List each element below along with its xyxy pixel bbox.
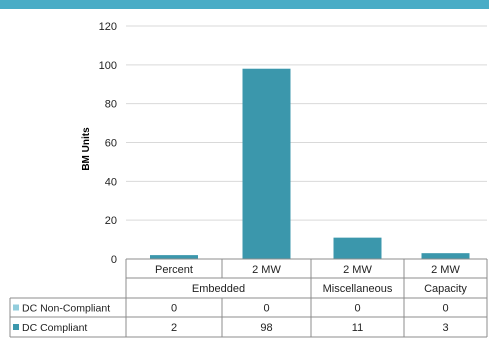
header-bar: [0, 0, 489, 9]
x-tick-label: 2 MW: [252, 264, 281, 276]
legend-label: DC Non-Compliant: [22, 303, 110, 315]
y-axis-ticks: 0 20 40 60 80 100 120: [99, 21, 117, 266]
group-label: Capacity: [424, 283, 467, 295]
bar: [421, 253, 470, 259]
bar: [150, 255, 198, 259]
x-tick-label: Percent: [155, 264, 193, 276]
legend-swatch: [13, 324, 19, 330]
y-tick-label: 80: [105, 99, 117, 111]
legend-swatch: [13, 304, 19, 311]
y-tick-label: 100: [99, 60, 117, 72]
y-tick-label: 40: [105, 176, 117, 188]
data-label: 3: [442, 322, 448, 334]
y-tick-label: 20: [105, 215, 117, 227]
group-label: Embedded: [192, 283, 245, 295]
data-label: 2: [171, 322, 177, 334]
bar: [242, 68, 291, 259]
gridlines: [126, 25, 487, 260]
group-label: Miscellaneous: [323, 283, 393, 295]
data-label: 0: [171, 303, 177, 315]
data-label: 98: [260, 322, 272, 334]
y-tick-label: 0: [111, 254, 117, 266]
legend-label: DC Compliant: [22, 322, 87, 334]
bar: [333, 237, 382, 259]
x-tick-label: 2 MW: [431, 264, 460, 276]
data-label: 0: [354, 303, 360, 315]
y-tick-label: 60: [105, 138, 117, 150]
y-axis-label: BM Units: [81, 127, 92, 171]
bars: [150, 68, 470, 259]
y-tick-label: 120: [99, 21, 117, 33]
data-table: Percent 2 MW 2 MW 2 MW Embedded Miscellaneous…: [9, 258, 488, 338]
data-label: 0: [263, 303, 269, 315]
x-tick-label: 2 MW: [343, 264, 372, 276]
data-label: 11: [352, 322, 363, 334]
data-label: 0: [442, 303, 448, 315]
